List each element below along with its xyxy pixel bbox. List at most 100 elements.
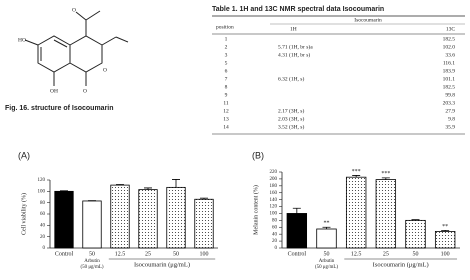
- error-bar: [200, 197, 208, 200]
- significance: ***: [352, 169, 361, 175]
- y-tick-label: 200: [270, 177, 278, 182]
- table-cell: 9: [225, 92, 228, 98]
- x-tick-label: 50: [89, 251, 95, 257]
- group-label: Arbutin: [84, 259, 100, 264]
- y-tick-label: 60: [40, 212, 46, 217]
- error-bar: [116, 184, 124, 186]
- bar: [166, 186, 186, 249]
- table-cell: 182.5: [443, 36, 456, 42]
- atom-label: HO: [18, 37, 26, 43]
- y-tick-label: 100: [270, 212, 278, 217]
- charts: (A)Cell viability (%)020406080100120Cont…: [18, 150, 460, 270]
- x-tick-label: 100: [200, 251, 209, 257]
- table-cell: 101.1: [443, 76, 456, 82]
- y-tick-label: 100: [38, 189, 46, 194]
- table-cell: 2.03 (3H, s): [278, 115, 304, 122]
- table-cell: 6: [225, 68, 228, 74]
- atom-label: O: [72, 7, 76, 13]
- y-tick-label: 180: [270, 184, 278, 189]
- bar: [82, 200, 102, 249]
- table-cell: 33.6: [445, 52, 455, 58]
- error-bar: [381, 177, 390, 180]
- y-tick-label: 60: [272, 225, 278, 230]
- x-tick-label: 25: [383, 251, 389, 257]
- table-cell: 4.31 (1H, br s): [278, 51, 310, 58]
- group-label: (50 μg/mL): [315, 265, 338, 270]
- error-bar: [172, 179, 180, 188]
- error-bar: [441, 229, 450, 232]
- y-tick-label: 220: [270, 170, 278, 175]
- table-cell: 13: [223, 116, 229, 122]
- error-bar: [352, 175, 361, 178]
- table-cell: 14: [223, 124, 229, 130]
- y-tick-label: 40: [272, 232, 278, 237]
- group-label: Isocoumarin (μg/mL): [373, 261, 429, 268]
- table-cell: 182.5: [443, 84, 456, 90]
- y-axis-label: Cell viability (%): [20, 193, 27, 235]
- table-cell: 183.9: [443, 68, 456, 74]
- x-tick-label: 50: [324, 251, 330, 257]
- table-cell: 27.9: [445, 108, 455, 114]
- atom-label: O: [103, 67, 107, 73]
- x-tick-label: 12.5: [351, 251, 362, 257]
- group-label: Isocoumarin (μg/mL): [134, 261, 190, 268]
- y-axis-label: Melanin content (%): [252, 185, 259, 235]
- table-body: 1 182.5 2 5.71 (1H, br s)a 102.0 3 4.31 (1H, b…: [223, 36, 455, 130]
- error-bar: [144, 187, 152, 190]
- table-cell: 5.71 (1H, br s)a: [278, 43, 313, 50]
- bar: [405, 219, 426, 249]
- x-tick-label: Control: [55, 251, 74, 257]
- chart-title: (B): [252, 150, 264, 160]
- significance: ***: [381, 171, 390, 177]
- table-cell: 3.52 (3H, s): [278, 123, 304, 130]
- error-bar: [322, 226, 331, 229]
- table-header: position: [216, 24, 234, 30]
- y-tick-label: 20: [272, 239, 278, 244]
- bar: [194, 198, 214, 249]
- y-tick-label: 0: [275, 246, 278, 251]
- table-cell: 3: [225, 52, 228, 58]
- bar: [345, 176, 367, 249]
- table-cell: 102.0: [443, 44, 456, 50]
- structure-caption: Fig. 16. structure of Isocoumarin: [5, 105, 114, 112]
- table-cell: 99.8: [445, 92, 455, 98]
- error-bar: [411, 219, 420, 221]
- table-header: 1H: [290, 26, 297, 32]
- atom-label: OH: [50, 88, 58, 94]
- y-tick-label: 80: [272, 219, 278, 224]
- table-cell: 203.3: [443, 100, 456, 106]
- table-cell: 7: [225, 76, 228, 82]
- bar: [110, 184, 130, 249]
- table-cell: 1: [225, 36, 228, 42]
- x-tick-label: 50: [413, 251, 419, 257]
- atom-label: O: [83, 88, 87, 94]
- bar: [286, 213, 308, 249]
- y-tick-label: 140: [270, 198, 278, 203]
- error-bar: [292, 207, 301, 214]
- y-tick-label: 120: [270, 205, 278, 210]
- table-cell: 8: [225, 84, 228, 90]
- table-cell: 116.1: [443, 60, 455, 66]
- error-bar: [60, 190, 68, 192]
- table-header: 13C: [446, 26, 456, 32]
- y-tick-label: 20: [40, 235, 46, 240]
- table-cell: 2: [225, 44, 228, 50]
- table-cell: 5: [225, 60, 228, 66]
- table-cell: 6.32 (1H, s): [278, 75, 304, 82]
- bar: [316, 228, 337, 249]
- group-label: Arbutin: [319, 259, 335, 264]
- table-header: Isocoumarin: [354, 17, 382, 23]
- x-tick-label: 25: [145, 251, 151, 257]
- table-cell: 2.17 (3H, s): [278, 107, 304, 114]
- significance: **: [442, 224, 448, 230]
- structure: [24, 10, 129, 86]
- table-cell: 35.9: [445, 124, 455, 130]
- y-tick-label: 160: [270, 191, 278, 196]
- significance: **: [324, 221, 330, 227]
- y-tick-label: 120: [38, 178, 46, 183]
- x-tick-label: 12.5: [115, 251, 126, 257]
- chart-title: (A): [18, 150, 30, 160]
- bar: [54, 190, 74, 249]
- bar: [138, 189, 158, 249]
